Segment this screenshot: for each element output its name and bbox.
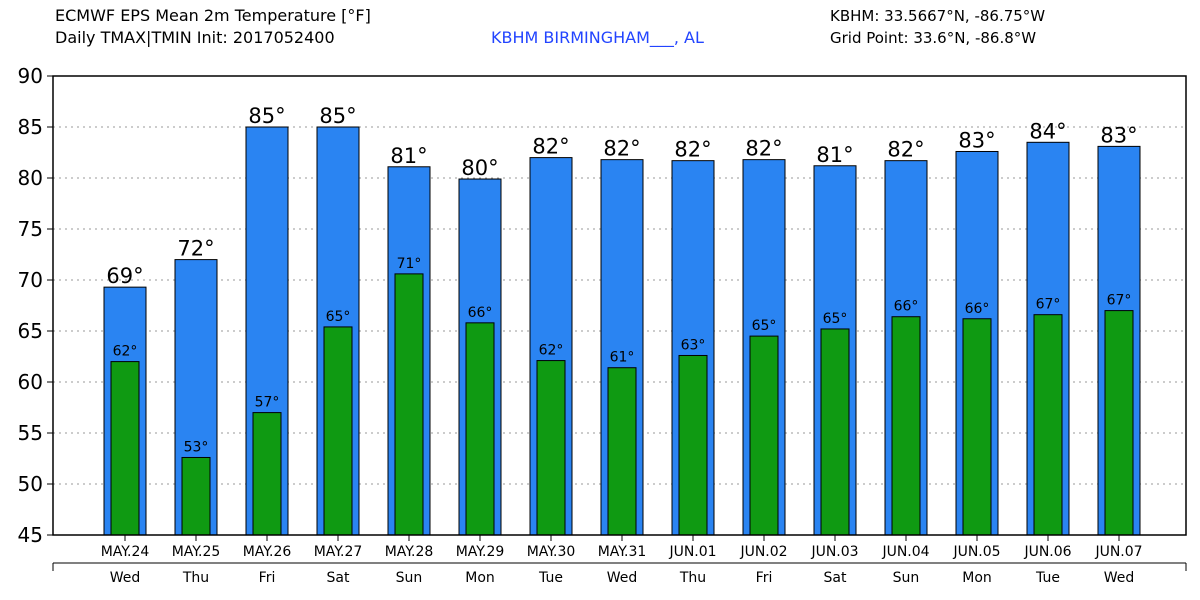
tmax-label: 82°	[887, 138, 924, 162]
x-tick-label: MAY.30	[527, 544, 576, 560]
x-tick-label: MAY.28	[385, 544, 434, 560]
tmin-label: 62°	[539, 343, 564, 359]
x-tick-label: JUN.04	[881, 544, 929, 560]
tmax-label: 80°	[461, 156, 498, 180]
x-tick-label: MAY.31	[598, 544, 647, 560]
weekday-label: Thu	[182, 570, 209, 586]
weekday-label: Wed	[1104, 570, 1135, 586]
y-tick-label: 65	[18, 319, 43, 343]
tmax-label: 82°	[674, 138, 711, 162]
tmin-label: 66°	[468, 305, 493, 321]
tmin-bar	[252, 412, 282, 536]
x-tick-label: JUN.02	[739, 544, 787, 560]
tmin-bar	[820, 328, 850, 536]
y-tick-label: 60	[18, 370, 43, 394]
tmax-label: 83°	[958, 128, 995, 152]
y-tick-label: 55	[18, 421, 43, 445]
y-tick-label: 75	[18, 217, 43, 241]
axes: 45 50 55 60 65 70 75 80 85 90 MAY.24 Wed MAY.25 Thu MA…	[18, 64, 1187, 586]
x-tick-label: MAY.24	[101, 544, 150, 560]
tmax-label: 83°	[1100, 123, 1137, 147]
tmin-label: 65°	[326, 309, 351, 325]
tmax-label: 81°	[390, 144, 427, 168]
tmin-label: 67°	[1107, 293, 1132, 309]
tmin-label: 66°	[965, 301, 990, 317]
tmin-bar	[110, 361, 140, 536]
weekday-label: Sat	[327, 570, 350, 586]
weekday-label: Tue	[1035, 570, 1060, 586]
tmin-bar	[1033, 314, 1063, 536]
tmin-label: 53°	[184, 439, 209, 455]
tmin-bar	[1104, 310, 1134, 536]
tmin-label: 65°	[752, 318, 777, 334]
x-tick-label: MAY.29	[456, 544, 505, 560]
tmax-label: 85°	[319, 104, 356, 128]
station-name: KBHM BIRMINGHAM___, AL	[491, 28, 704, 47]
weekday-label: Tue	[538, 570, 563, 586]
weekday-label: Sun	[893, 570, 920, 586]
tmin-bar	[749, 335, 779, 536]
tmin-bar	[962, 318, 992, 536]
tmax-label: 82°	[745, 137, 782, 161]
data-labels: 69° 62° 72° 53° 85° 57° 85° 65° 81° 71° 80° 66° 82° 6…	[106, 104, 1137, 455]
tmax-label: 82°	[603, 137, 640, 161]
chart-title: ECMWF EPS Mean 2m Temperature [°F]	[55, 6, 371, 25]
x-tick-label: JUN.05	[952, 544, 1000, 560]
tmin-bar	[181, 456, 211, 536]
weekday-label: Sun	[396, 570, 423, 586]
bars	[103, 126, 1141, 536]
tmin-label: 63°	[681, 337, 706, 353]
y-tick-label: 70	[18, 268, 43, 292]
tmin-label: 65°	[823, 311, 848, 327]
y-tick-label: 85	[18, 115, 43, 139]
grid-point-coordinates: Grid Point: 33.6°N, -86.8°W	[830, 29, 1037, 47]
y-tick-label: 80	[18, 166, 43, 190]
tmin-label: 66°	[894, 299, 919, 315]
tmin-label: 62°	[113, 344, 138, 360]
tmin-bar	[891, 316, 921, 536]
weekday-label: Sat	[824, 570, 847, 586]
tmin-label: 61°	[610, 350, 635, 366]
x-tick-label: MAY.25	[172, 544, 221, 560]
weekday-label: Wed	[607, 570, 638, 586]
tmax-label: 81°	[816, 143, 853, 167]
y-tick-label: 45	[18, 523, 43, 547]
tmin-label: 71°	[397, 256, 422, 272]
weekday-label: Fri	[259, 570, 276, 586]
plot-frame	[52, 75, 1187, 536]
x-tick-label: JUN.01	[668, 544, 716, 560]
tmin-bar	[465, 322, 495, 536]
x-tick-label: MAY.27	[314, 544, 363, 560]
y-tick-label: 90	[18, 64, 43, 88]
weekday-label: Fri	[756, 570, 773, 586]
tmin-bar	[323, 326, 353, 536]
chart-subtitle: Daily TMAX|TMIN Init: 2017052400	[55, 28, 335, 47]
tmin-bar	[394, 273, 424, 536]
station-coordinates: KBHM: 33.5667°N, -86.75°W	[830, 7, 1046, 25]
x-tick-label: MAY.26	[243, 544, 292, 560]
weekday-label: Mon	[465, 570, 495, 586]
x-tick-label: JUN.07	[1094, 544, 1142, 560]
tmax-label: 82°	[532, 135, 569, 159]
tmax-label: 72°	[177, 237, 214, 261]
tmin-label: 67°	[1036, 297, 1061, 313]
tmax-label: 85°	[248, 104, 285, 128]
tmax-label: 84°	[1029, 119, 1066, 143]
weekday-label: Wed	[110, 570, 141, 586]
y-tick-label: 50	[18, 472, 43, 496]
weekday-label: Thu	[679, 570, 706, 586]
x-tick-label: JUN.06	[1023, 544, 1071, 560]
tmin-bar	[678, 354, 708, 536]
tmin-label: 57°	[255, 395, 280, 411]
tmin-bar	[536, 360, 566, 536]
weekday-label: Mon	[962, 570, 992, 586]
tmax-label: 69°	[106, 264, 143, 288]
x-tick-label: JUN.03	[810, 544, 858, 560]
tmin-bar	[607, 367, 637, 536]
